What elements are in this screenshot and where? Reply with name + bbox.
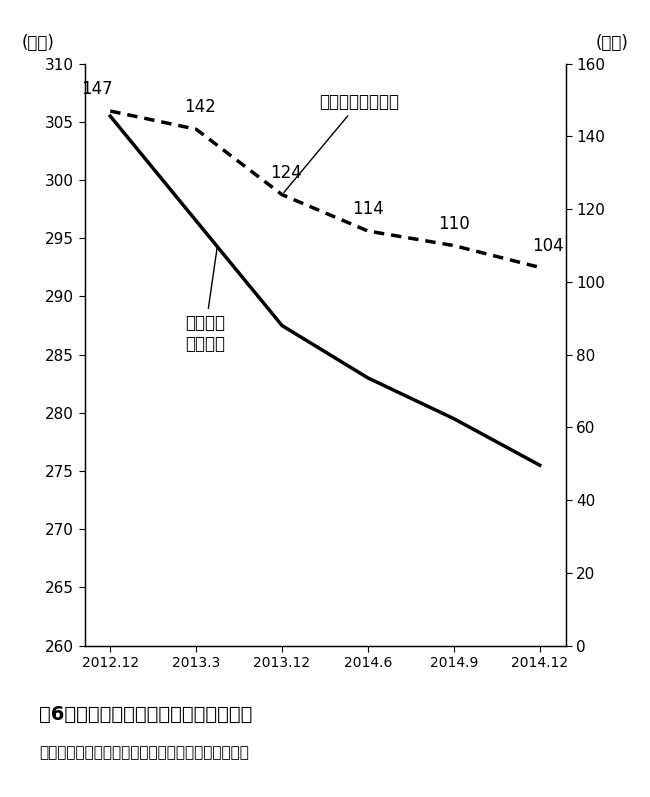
Text: (千戸): (千戸) <box>595 34 628 52</box>
Text: 飼養頭数
（万頭）: 飼養頭数 （万頭） <box>185 247 225 353</box>
Text: 104: 104 <box>532 237 564 255</box>
Text: 資料：農林水産部「農林水産主要統計」より作成。: 資料：農林水産部「農林水産主要統計」より作成。 <box>39 745 249 760</box>
Text: 図6　韓国における肉牛生産戸数の推移: 図6 韓国における肉牛生産戸数の推移 <box>39 705 252 724</box>
Text: 114: 114 <box>352 200 383 218</box>
Text: 142: 142 <box>185 99 216 116</box>
Text: 110: 110 <box>438 215 470 233</box>
Text: 飼養戸数（千戸）: 飼養戸数（千戸） <box>284 93 399 193</box>
Text: 124: 124 <box>270 164 302 182</box>
Text: 147: 147 <box>81 80 113 98</box>
Text: (万頭): (万頭) <box>22 34 55 52</box>
